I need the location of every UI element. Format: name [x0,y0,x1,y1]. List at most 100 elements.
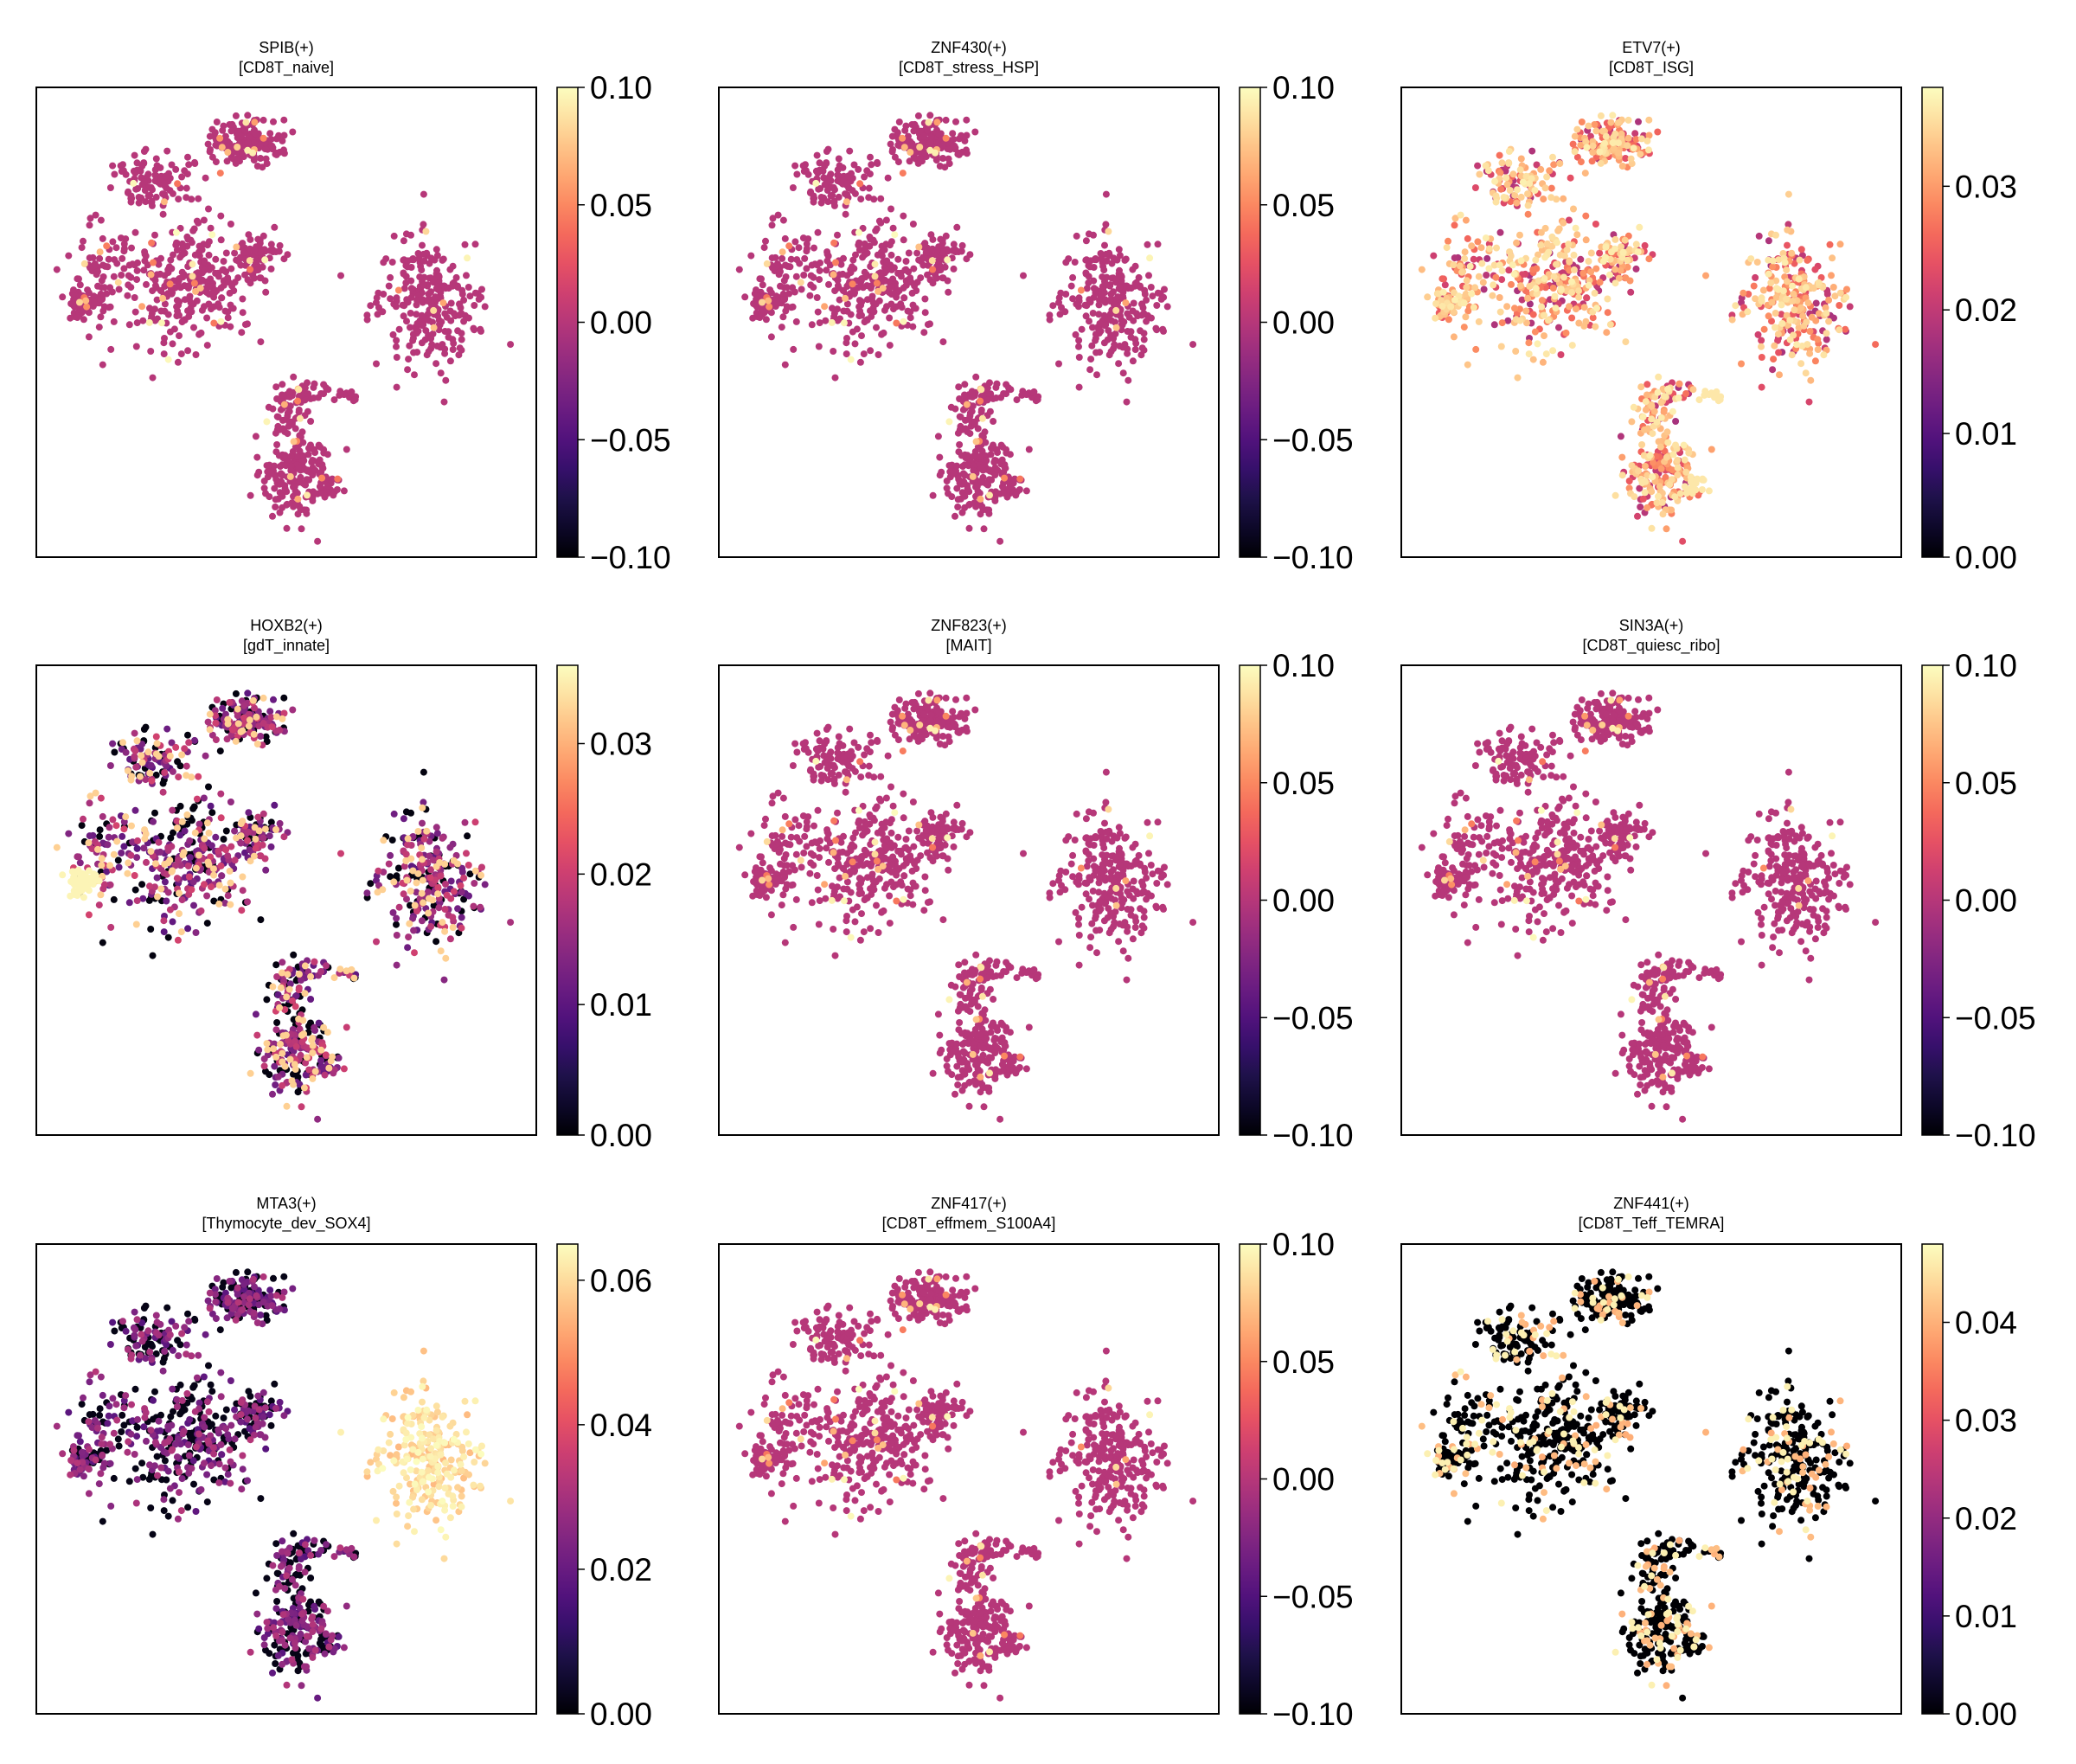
cell-point [260,232,267,240]
cell-point [1127,333,1135,341]
cell-point [1802,369,1810,377]
cell-point [106,881,114,888]
cell-point [875,287,882,295]
cell-point [318,474,326,482]
cell-point [113,260,121,267]
cell-point [1503,174,1510,182]
cell-point [147,348,155,355]
cell-point [164,269,172,277]
cell-point [1000,390,1008,397]
cell-point [1775,256,1783,264]
cell-point [127,851,135,859]
cell-point [173,818,181,825]
cell-point [855,239,862,247]
cell-point [477,871,485,879]
cell-point [260,1062,268,1070]
cell-point [161,769,169,776]
cell-point [289,128,297,136]
cell-point [296,414,304,422]
cell-point [405,933,413,941]
cell-point [910,265,918,273]
cell-point [311,380,318,388]
cell-point [160,339,168,347]
cell-point [1830,314,1837,322]
cell-point [272,1026,280,1034]
cell-point [477,903,484,911]
cell-point [1621,236,1629,244]
cell-point [1146,254,1154,262]
cell-point [471,880,478,887]
cell-point [1086,366,1094,374]
cell-point [228,120,236,128]
cell-point [1102,221,1110,228]
cell-point [1149,292,1157,300]
cell-point [1551,292,1559,300]
cell-point [1836,289,1844,297]
cell-point [438,318,445,326]
cell-point [1823,336,1830,343]
cell-point [1712,388,1720,396]
cell-point [195,273,202,281]
cell-point [1634,248,1642,256]
cell-point [227,799,234,805]
cell-point [810,198,817,206]
cell-point [1555,324,1562,331]
cell-point [1163,303,1171,311]
cell-point [842,294,849,302]
cell-point [1778,301,1785,309]
cell-point [393,294,400,302]
cell-point [1450,261,1458,269]
cell-point [269,512,276,520]
cell-point [1648,524,1656,532]
cell-point [1524,190,1531,198]
cell-point [1618,453,1626,461]
cell-point [334,475,342,483]
cell-point [1075,383,1083,391]
cell-point [298,428,306,436]
cell-point [215,847,222,855]
cell-point [347,388,355,396]
cell-point [481,303,489,311]
cell-point [779,313,787,321]
cell-point [280,694,288,702]
cell-point [146,191,154,199]
cell-point [216,134,224,142]
cell-point [1758,343,1765,350]
cell-point [957,414,964,420]
cell-point [1496,170,1504,176]
cell-point [191,158,198,166]
cell-point [210,293,218,301]
panel-subtitle: [CD8T_naive] [239,59,334,77]
cell-point [86,264,94,272]
cell-point [1528,147,1536,155]
cell-point [883,257,891,265]
cell-point [814,228,822,236]
cell-point [263,418,271,426]
cell-point [1512,348,1520,355]
cell-point [1744,308,1752,316]
cell-point [877,195,885,202]
cell-point [1095,311,1103,318]
cell-point [1505,266,1513,274]
colorbar-tick-label: 0.00 [1955,540,2017,575]
cell-point [906,157,913,165]
cell-point [256,141,264,149]
colorbar [556,87,579,558]
cell-point [404,366,412,374]
cell-point [413,908,420,914]
cell-point [1485,245,1493,253]
cell-point [1124,350,1131,357]
cell-point [279,381,286,388]
cell-point [242,119,250,126]
cell-point [1112,318,1118,326]
cell-point [286,402,294,410]
cell-point [1789,282,1797,290]
cell-point [1843,285,1850,293]
cell-point [1828,272,1835,279]
cell-point [1808,313,1816,321]
cell-point [897,273,905,280]
cell-point [1451,296,1458,304]
cell-point [899,134,907,142]
cell-point [1689,482,1697,490]
cell-point [1548,233,1556,241]
